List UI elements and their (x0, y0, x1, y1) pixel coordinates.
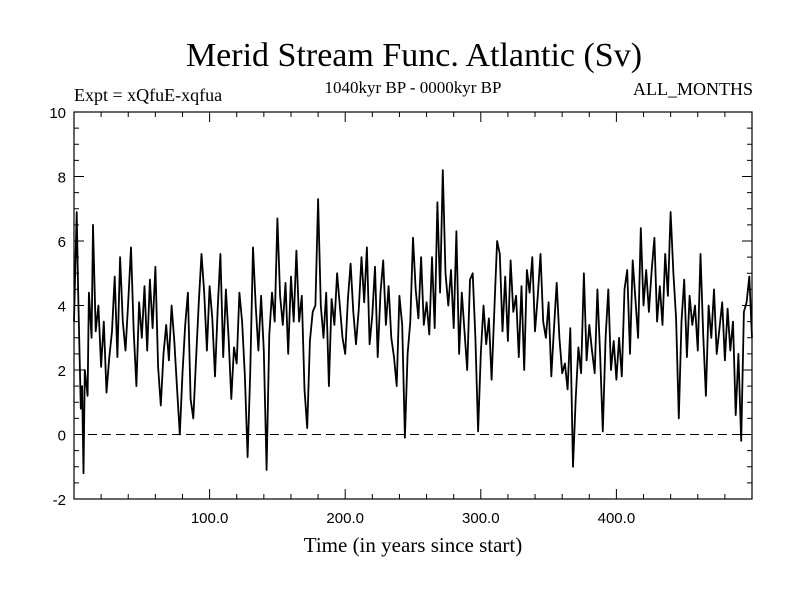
x-tick-label: 400.0 (598, 510, 636, 527)
series-line (73, 169, 753, 475)
x-tick-label: 100.0 (191, 510, 229, 527)
axis-tick-labels: 100.0 200.0 300.0 400.0 -2 0 2 4 6 8 10 (49, 105, 635, 527)
y-tick-label: 10 (49, 105, 66, 122)
chart-title: Merid Stream Func. Atlantic (Sv) (186, 37, 642, 74)
y-tick-label: 6 (58, 234, 66, 251)
y-tick-label: -2 (53, 492, 66, 509)
time-range-label: 1040kyr BP - 0000kyr BP (325, 78, 502, 97)
y-tick-label: 4 (58, 299, 66, 316)
x-axis-label: Time (in years since start) (304, 533, 523, 557)
y-tick-label: 2 (58, 363, 66, 380)
y-tick-label: 8 (58, 170, 66, 187)
data-series-layer (73, 169, 753, 475)
y-tick-label: 0 (58, 428, 66, 445)
experiment-label: Expt = xQfuE-xqfua (74, 85, 222, 105)
x-tick-label: 300.0 (462, 510, 500, 527)
x-tick-label: 200.0 (326, 510, 364, 527)
months-label: ALL_MONTHS (633, 79, 753, 99)
plot-frame (73, 111, 753, 500)
axis-ticks (74, 111, 752, 500)
